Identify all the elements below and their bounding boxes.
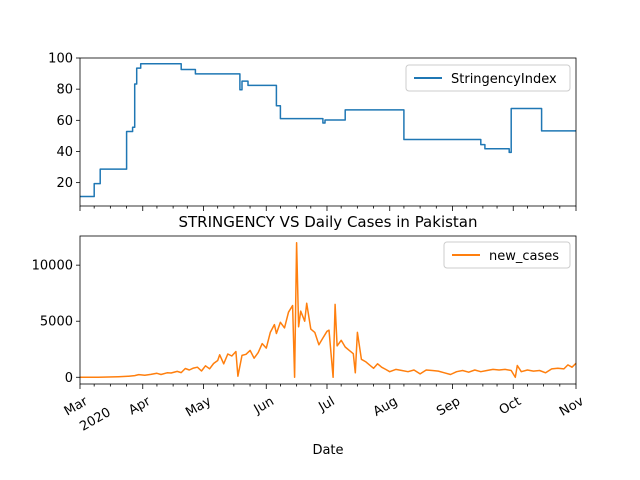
cases-axes-frame [79,235,577,385]
stringency-series-layer [80,63,576,198]
y-tick-label: 10000 [32,259,73,274]
x-tick-label: Aug [371,394,400,420]
stringency-y-ticks: 20 40 60 80 100 [48,52,80,191]
x-tick-label: Jun [251,394,277,418]
stringency-legend-box [405,64,571,92]
x-tick-label: Sep [434,394,463,419]
cases-y-ticks: 0 5000 10000 [32,259,80,386]
x-tick-label: Jul [316,394,338,415]
y-tick-label: 100 [48,52,73,67]
cases-legend-label: new_cases [489,249,559,264]
stringency-legend-label: StringencyIndex [451,72,557,87]
cases-legend: new_cases [443,241,571,269]
y-tick-label: 40 [56,145,73,160]
x-tick-label: Oct [497,394,524,418]
y-tick-label: 20 [56,176,73,191]
stringency-axes: 20 40 60 80 100 StringencyIndex [48,52,577,211]
y-tick-label: 80 [56,83,73,98]
stringency-line [80,63,576,198]
y-tick-label: 5000 [40,315,73,330]
y-tick-label: 0 [65,371,73,386]
x-tick-label: May [183,394,214,421]
y-tick-label: 60 [56,114,73,129]
x-tick-label: Nov [557,394,587,420]
chart-title: STRINGENCY VS Daily Cases in Pakistan [178,213,477,231]
stringency-axes-frame [79,57,577,207]
cases-series-layer [80,241,577,379]
x-tick-label: Apr [126,394,154,419]
stringency-x-ticks [79,206,577,211]
stringency-legend: StringencyIndex [405,64,571,92]
x-axis-label: Date [312,443,343,458]
cases-legend-box [443,241,571,269]
new-cases-line [80,241,577,379]
